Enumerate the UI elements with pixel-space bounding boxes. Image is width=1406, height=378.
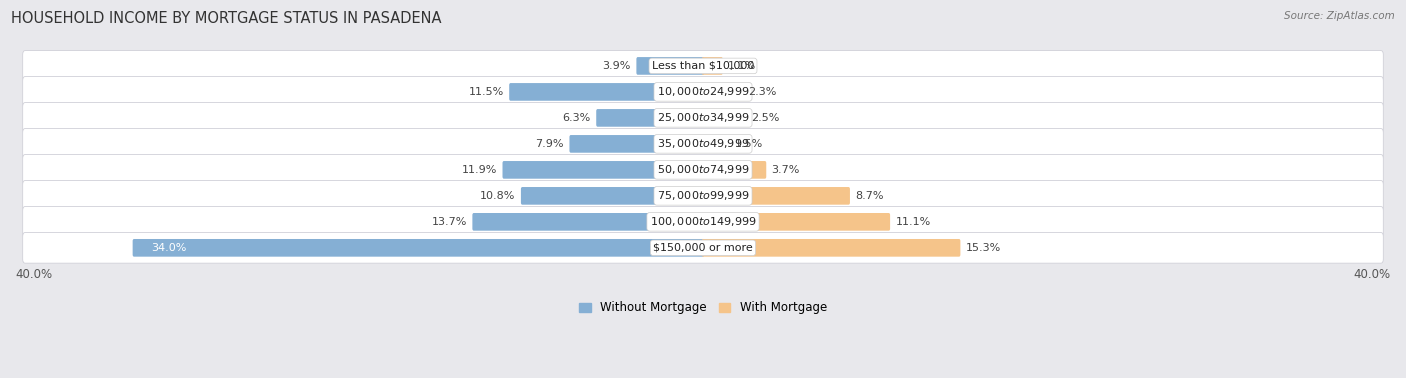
FancyBboxPatch shape xyxy=(702,239,960,257)
FancyBboxPatch shape xyxy=(702,109,747,127)
Text: $10,000 to $24,999: $10,000 to $24,999 xyxy=(657,85,749,98)
Text: 13.7%: 13.7% xyxy=(432,217,467,227)
Text: 8.7%: 8.7% xyxy=(855,191,884,201)
Text: $75,000 to $99,999: $75,000 to $99,999 xyxy=(657,189,749,202)
FancyBboxPatch shape xyxy=(132,239,704,257)
Text: 2.5%: 2.5% xyxy=(752,113,780,123)
FancyBboxPatch shape xyxy=(702,135,730,153)
Text: 3.7%: 3.7% xyxy=(772,165,800,175)
FancyBboxPatch shape xyxy=(22,232,1384,263)
FancyBboxPatch shape xyxy=(637,57,704,75)
Text: 1.5%: 1.5% xyxy=(735,139,763,149)
Text: $100,000 to $149,999: $100,000 to $149,999 xyxy=(650,215,756,228)
FancyBboxPatch shape xyxy=(702,83,742,101)
Text: 34.0%: 34.0% xyxy=(150,243,186,253)
Text: $25,000 to $34,999: $25,000 to $34,999 xyxy=(657,112,749,124)
FancyBboxPatch shape xyxy=(22,102,1384,133)
Text: 11.9%: 11.9% xyxy=(461,165,498,175)
Text: 6.3%: 6.3% xyxy=(562,113,591,123)
Text: Less than $10,000: Less than $10,000 xyxy=(652,61,754,71)
FancyBboxPatch shape xyxy=(502,161,704,179)
Text: 7.9%: 7.9% xyxy=(536,139,564,149)
Text: $150,000 or more: $150,000 or more xyxy=(654,243,752,253)
FancyBboxPatch shape xyxy=(702,187,851,205)
Text: Source: ZipAtlas.com: Source: ZipAtlas.com xyxy=(1284,11,1395,21)
Text: 3.9%: 3.9% xyxy=(603,61,631,71)
FancyBboxPatch shape xyxy=(22,51,1384,81)
Text: HOUSEHOLD INCOME BY MORTGAGE STATUS IN PASADENA: HOUSEHOLD INCOME BY MORTGAGE STATUS IN P… xyxy=(11,11,441,26)
FancyBboxPatch shape xyxy=(702,213,890,231)
Text: 11.1%: 11.1% xyxy=(896,217,931,227)
Text: 15.3%: 15.3% xyxy=(966,243,1001,253)
Text: $35,000 to $49,999: $35,000 to $49,999 xyxy=(657,137,749,150)
FancyBboxPatch shape xyxy=(22,155,1384,185)
FancyBboxPatch shape xyxy=(702,161,766,179)
Text: 10.8%: 10.8% xyxy=(481,191,516,201)
FancyBboxPatch shape xyxy=(472,213,704,231)
FancyBboxPatch shape xyxy=(596,109,704,127)
FancyBboxPatch shape xyxy=(509,83,704,101)
FancyBboxPatch shape xyxy=(569,135,704,153)
FancyBboxPatch shape xyxy=(22,129,1384,159)
Text: 11.5%: 11.5% xyxy=(468,87,503,97)
FancyBboxPatch shape xyxy=(520,187,704,205)
Text: 1.1%: 1.1% xyxy=(728,61,756,71)
FancyBboxPatch shape xyxy=(702,57,723,75)
FancyBboxPatch shape xyxy=(22,206,1384,237)
Text: 2.3%: 2.3% xyxy=(748,87,776,97)
Text: $50,000 to $74,999: $50,000 to $74,999 xyxy=(657,163,749,177)
Legend: Without Mortgage, With Mortgage: Without Mortgage, With Mortgage xyxy=(574,297,832,319)
FancyBboxPatch shape xyxy=(22,77,1384,107)
FancyBboxPatch shape xyxy=(22,181,1384,211)
